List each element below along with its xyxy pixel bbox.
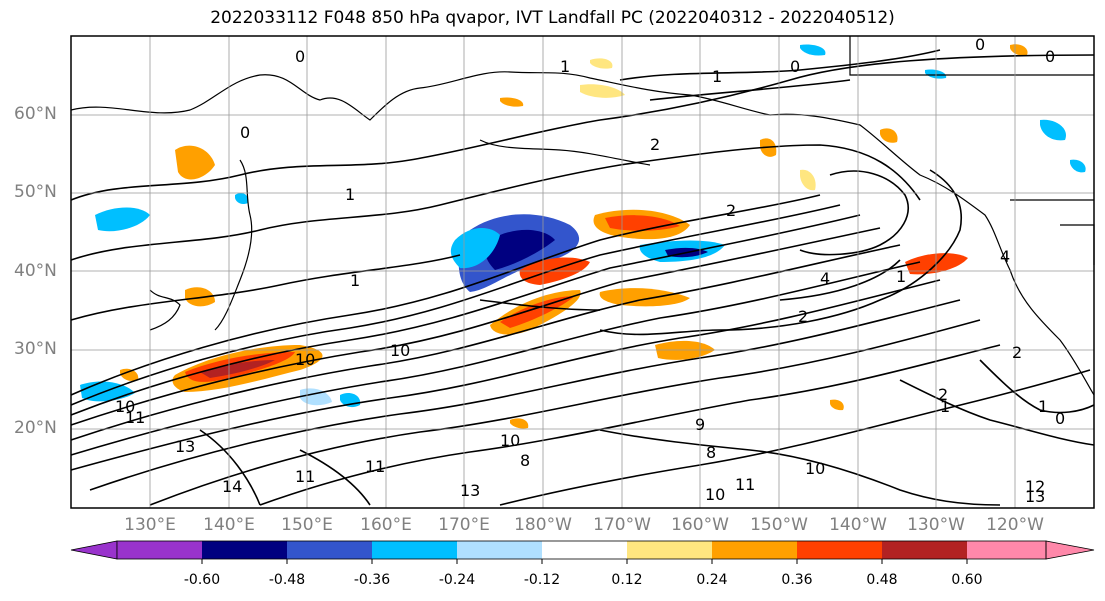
contour-label: 2 — [938, 385, 948, 404]
colorbar-segment — [882, 541, 967, 559]
contour-label: 14 — [222, 477, 242, 496]
contour-label: 9 — [695, 415, 705, 434]
colorbar-tick-label: 0.36 — [781, 572, 813, 588]
contour-label: 1 — [1038, 397, 1048, 416]
gridlines — [71, 36, 1094, 508]
colorbar-segment — [457, 541, 542, 559]
contour-label: 4 — [1000, 247, 1010, 266]
colorbar-tick-label: -0.36 — [353, 572, 391, 588]
contour-label: 11 — [125, 408, 145, 427]
colorbar-segment — [712, 541, 797, 559]
lon-label: 140°W — [829, 515, 887, 535]
lon-label: 170°W — [593, 515, 651, 535]
colorbar-segment — [967, 541, 1046, 559]
contour-label: 1 — [712, 67, 722, 86]
lon-label: 130°E — [124, 515, 176, 535]
contour-label: 10 — [705, 485, 725, 504]
lon-label: 150°W — [750, 515, 808, 535]
contour-label: 4 — [820, 269, 830, 288]
contour-label: 1 — [940, 397, 950, 416]
contour-label: 0 — [1055, 409, 1065, 428]
contour-label: 10 — [500, 431, 520, 450]
colorbar-segment — [797, 541, 882, 559]
lat-label: 60°N — [14, 104, 57, 124]
colorbar-tick-label: 0.24 — [696, 572, 728, 588]
lon-label: 170°E — [438, 515, 490, 535]
colorbar — [70, 540, 1095, 564]
lon-label: 120°W — [986, 515, 1044, 535]
lat-label: 40°N — [14, 261, 57, 281]
contour-label: 8 — [520, 451, 530, 470]
colorbar-segment — [372, 541, 457, 559]
ivt-contours — [70, 49, 1095, 506]
lon-label: 150°E — [281, 515, 333, 535]
colorbar-tick-label: -0.60 — [183, 572, 221, 588]
contour-label: 11 — [735, 475, 755, 494]
lon-label: 180°W — [514, 515, 572, 535]
colorbar-tick-label: 0.60 — [951, 572, 983, 588]
lat-label: 50°N — [14, 182, 57, 202]
contour-label: 1 — [896, 267, 906, 286]
contour-label: 0 — [1045, 47, 1055, 66]
contour-label: 1 — [345, 185, 355, 204]
lat-label: 30°N — [14, 339, 57, 359]
contour-label: 0 — [295, 47, 305, 66]
contour-label: 13 — [175, 437, 195, 456]
contour-label: 8 — [706, 443, 716, 462]
contour-label: 0 — [790, 57, 800, 76]
colorbar-tick-label: -0.12 — [523, 572, 561, 588]
colorbar-segment — [117, 541, 202, 559]
contour-label: 2 — [798, 307, 808, 326]
contour-label: 2 — [1012, 343, 1022, 362]
contour-label: 10 — [805, 459, 825, 478]
contour-label: 12 — [1025, 477, 1045, 496]
colorbar-segment — [202, 541, 287, 559]
colorbar-tick-label: -0.24 — [438, 572, 476, 588]
colorbar-segment — [627, 541, 712, 559]
colorbar-tick-label: 0.12 — [611, 572, 643, 588]
contour-label: 11 — [295, 467, 315, 486]
contour-label: 2 — [726, 201, 736, 220]
contour-label: 0 — [240, 123, 250, 142]
colorbar-tick-label: -0.48 — [268, 572, 306, 588]
map-title: 2022033112 F048 850 hPa qvapor, IVT Land… — [210, 8, 895, 28]
lon-label: 130°W — [907, 515, 965, 535]
colorbar-segment — [287, 541, 372, 559]
colorbar-tick-label: 0.48 — [866, 572, 898, 588]
contour-label: 10 — [390, 341, 410, 360]
lon-label: 160°W — [671, 515, 729, 535]
lon-label: 160°E — [360, 515, 412, 535]
contour-label: 1 — [350, 271, 360, 290]
contour-label: 11 — [365, 457, 385, 476]
colorbar-low-extension — [70, 540, 118, 560]
lon-label: 140°E — [203, 515, 255, 535]
colorbar-segment — [542, 541, 627, 559]
contour-label: 13 — [1025, 487, 1045, 506]
contour-label: 13 — [460, 481, 480, 500]
contour-label: 0 — [975, 35, 985, 54]
colorbar-high-extension — [1045, 540, 1095, 560]
contour-label: 10 — [115, 397, 135, 416]
lat-label: 20°N — [14, 418, 57, 438]
contour-labels: 0 0 1 0 0 1 1 1 2 2 4 4 1 2 10 10 10 11 … — [115, 35, 1065, 506]
contour-label: 2 — [650, 135, 660, 154]
map-plot-area: 0 0 1 0 0 1 1 1 2 2 4 4 1 2 10 10 10 11 … — [70, 35, 1095, 509]
contour-label: 10 — [295, 350, 315, 369]
contour-label: 1 — [560, 57, 570, 76]
